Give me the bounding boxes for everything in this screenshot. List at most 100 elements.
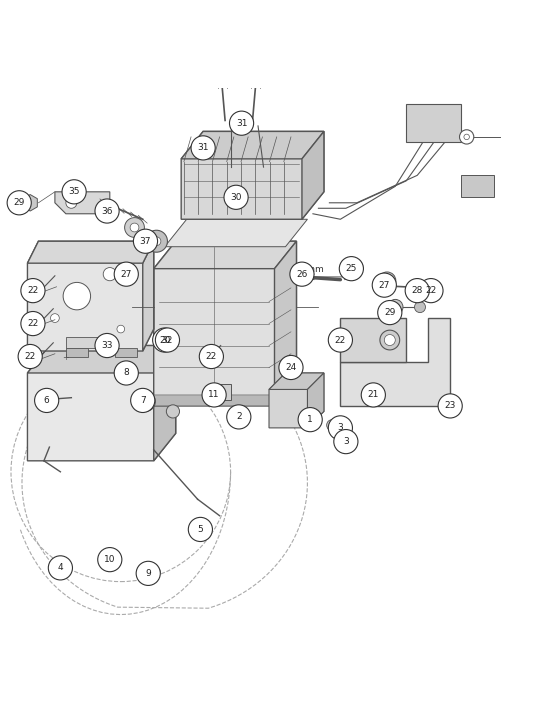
Text: 32: 32 xyxy=(162,335,173,345)
Circle shape xyxy=(130,223,139,232)
Circle shape xyxy=(103,549,116,562)
Circle shape xyxy=(166,405,180,418)
Circle shape xyxy=(117,325,125,333)
Polygon shape xyxy=(340,318,406,362)
Polygon shape xyxy=(27,241,154,351)
Polygon shape xyxy=(66,337,110,348)
Circle shape xyxy=(345,258,363,277)
Polygon shape xyxy=(274,241,296,406)
Polygon shape xyxy=(269,373,324,428)
Text: 37: 37 xyxy=(140,237,151,245)
Text: 22: 22 xyxy=(206,352,217,361)
Circle shape xyxy=(378,300,402,324)
Text: 25: 25 xyxy=(346,264,357,273)
Circle shape xyxy=(327,420,338,431)
Text: +: + xyxy=(63,353,69,362)
Text: 24: 24 xyxy=(285,363,296,372)
Circle shape xyxy=(142,563,153,573)
Text: 1: 1 xyxy=(307,415,313,424)
Text: 4: 4 xyxy=(58,563,63,573)
Circle shape xyxy=(405,279,429,303)
Text: 3: 3 xyxy=(338,424,343,432)
Text: 33: 33 xyxy=(102,341,113,350)
Circle shape xyxy=(95,199,119,223)
Circle shape xyxy=(136,392,155,411)
FancyBboxPatch shape xyxy=(209,384,231,400)
Circle shape xyxy=(372,273,396,298)
FancyBboxPatch shape xyxy=(66,348,88,356)
Text: 27: 27 xyxy=(379,281,390,290)
FancyBboxPatch shape xyxy=(406,104,461,143)
Polygon shape xyxy=(154,379,296,406)
Circle shape xyxy=(202,383,226,407)
Polygon shape xyxy=(27,345,176,460)
Circle shape xyxy=(438,394,462,418)
Circle shape xyxy=(18,345,42,369)
Circle shape xyxy=(114,262,138,286)
Polygon shape xyxy=(302,132,324,219)
Circle shape xyxy=(199,345,223,369)
Circle shape xyxy=(419,279,443,303)
Polygon shape xyxy=(27,345,176,373)
Circle shape xyxy=(384,334,395,345)
Text: 22: 22 xyxy=(27,319,38,328)
Text: 21: 21 xyxy=(368,390,379,400)
Circle shape xyxy=(136,561,160,586)
Circle shape xyxy=(328,328,352,352)
Circle shape xyxy=(63,282,91,310)
Text: 31: 31 xyxy=(198,143,209,152)
Circle shape xyxy=(152,237,161,245)
Circle shape xyxy=(51,313,59,322)
Text: 8: 8 xyxy=(124,369,129,377)
Circle shape xyxy=(290,262,314,286)
Text: 22: 22 xyxy=(335,335,346,345)
Circle shape xyxy=(224,185,248,209)
Circle shape xyxy=(350,264,358,272)
Polygon shape xyxy=(23,195,37,211)
Circle shape xyxy=(460,130,474,144)
Text: 30: 30 xyxy=(231,193,242,202)
Circle shape xyxy=(335,432,346,443)
Polygon shape xyxy=(143,241,154,351)
FancyBboxPatch shape xyxy=(115,348,137,356)
Circle shape xyxy=(464,134,469,140)
FancyBboxPatch shape xyxy=(461,175,494,198)
Circle shape xyxy=(383,277,391,285)
Text: 11: 11 xyxy=(209,390,220,400)
Polygon shape xyxy=(154,241,296,269)
Circle shape xyxy=(125,218,144,237)
Circle shape xyxy=(114,361,138,385)
Text: 7: 7 xyxy=(140,396,145,405)
Polygon shape xyxy=(340,318,450,406)
Circle shape xyxy=(131,388,155,413)
Circle shape xyxy=(328,416,352,440)
Circle shape xyxy=(191,136,215,160)
Circle shape xyxy=(298,408,322,432)
Circle shape xyxy=(145,230,167,252)
Circle shape xyxy=(339,256,363,281)
Text: 45 mm: 45 mm xyxy=(292,265,323,274)
Circle shape xyxy=(21,279,45,303)
Text: 5: 5 xyxy=(198,525,203,534)
Circle shape xyxy=(98,547,122,572)
Text: 29: 29 xyxy=(384,308,395,317)
Polygon shape xyxy=(181,132,324,219)
Text: 22: 22 xyxy=(27,286,38,295)
Circle shape xyxy=(62,180,86,204)
Circle shape xyxy=(133,229,158,253)
Circle shape xyxy=(35,388,59,413)
Circle shape xyxy=(153,568,160,576)
Polygon shape xyxy=(181,132,324,159)
Text: 26: 26 xyxy=(296,269,307,279)
Polygon shape xyxy=(154,241,296,406)
Polygon shape xyxy=(269,373,324,390)
Circle shape xyxy=(279,355,303,379)
Text: 9: 9 xyxy=(145,569,151,578)
Circle shape xyxy=(21,311,45,336)
Circle shape xyxy=(155,328,180,352)
Circle shape xyxy=(414,302,425,313)
Circle shape xyxy=(66,198,77,209)
Circle shape xyxy=(334,429,358,454)
Text: 36: 36 xyxy=(102,206,113,216)
Circle shape xyxy=(48,556,72,580)
